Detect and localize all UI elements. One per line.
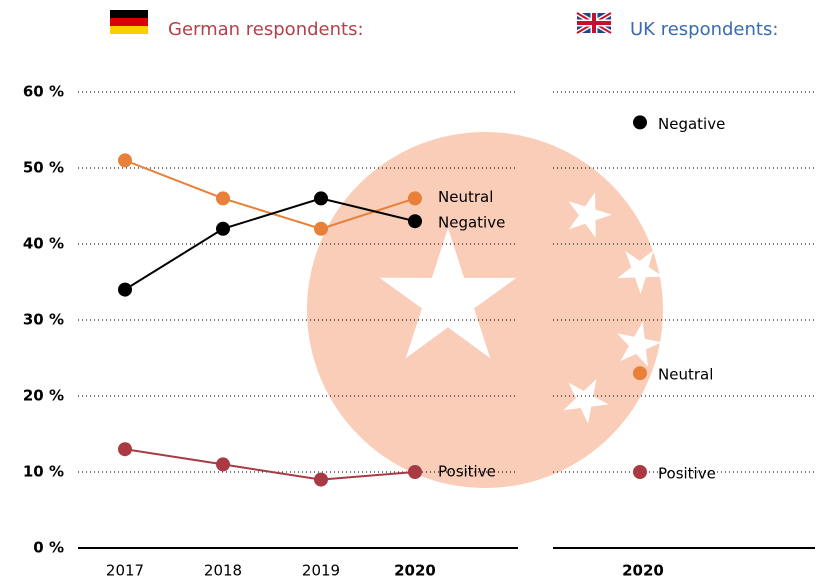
german-flag [110,10,148,34]
flag-stripe [110,26,148,34]
x-tick-label: 2017 [106,562,144,580]
uk-flag [577,13,611,33]
data-point [216,222,230,236]
y-tick-label: 20 % [23,387,64,405]
data-point [633,115,647,129]
decor-circle [307,132,663,488]
data-point [314,222,328,236]
uk-title: UK respondents: [630,19,778,40]
series-label: Neutral [438,188,493,206]
x-tick-label: 2018 [204,562,242,580]
data-point [314,191,328,205]
data-point [118,283,132,297]
y-tick-label: 0 % [33,539,64,557]
data-point [408,214,422,228]
data-point [216,191,230,205]
y-tick-label: 30 % [23,311,64,329]
data-point [633,366,647,380]
series-label: Positive [658,465,716,483]
y-tick-label: 60 % [23,83,64,101]
series-label: Neutral [658,366,713,384]
x-tick-label: 2020 [622,562,664,580]
data-point [216,457,230,471]
series-label: Negative [438,214,505,232]
y-tick-label: 50 % [23,159,64,177]
background-decoration [307,132,663,488]
chart: German respondents: UK respondents: 0 % 1… [0,0,817,583]
flag-stripe [110,18,148,26]
series-line [125,449,415,479]
y-tick-label: 40 % [23,235,64,253]
x-tick-label: 2020 [394,562,436,580]
data-point [408,465,422,479]
data-point [633,465,647,479]
flag-stripe [110,10,148,18]
data-point [118,442,132,456]
german-title: German respondents: [168,19,364,40]
x-tick-label: 2019 [302,562,340,580]
data-point [314,473,328,487]
data-point [408,191,422,205]
y-tick-label: 10 % [23,463,64,481]
data-point [118,153,132,167]
series-label: Positive [438,463,496,481]
series-label: Negative [658,115,725,133]
